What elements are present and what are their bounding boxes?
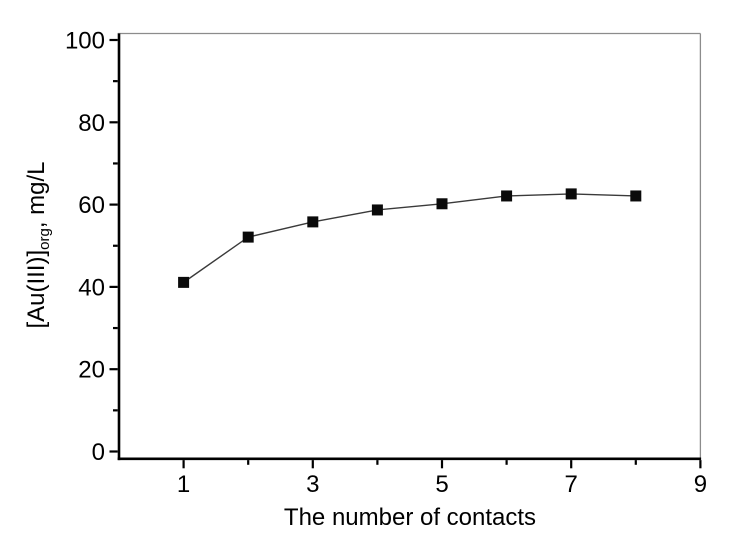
y-tick-label: 40 [78,274,105,301]
data-point-marker [436,198,448,210]
y-tick-label: 20 [78,357,105,384]
x-axis-title: The number of contacts [283,504,537,531]
data-point-marker [307,216,319,228]
data-point-marker [242,231,254,243]
y-tick-label: 0 [92,439,105,466]
y-tick-label: 80 [78,110,105,137]
x-tick-label: 7 [565,471,578,498]
data-point-marker [178,276,190,288]
series-line [183,193,636,283]
y-tick-label: 100 [65,28,105,55]
data-point-marker [565,188,577,200]
y-axis-title-unit: , mg/L [23,161,50,229]
y-axis-title-main: [Au(III)] [23,249,50,329]
data-point-marker [501,190,513,202]
y-axis-title: [Au(III)]org, mg/L [23,161,53,328]
y-axis-title-subscript: org [36,228,53,250]
y-tick-label: 60 [78,192,105,219]
x-tick-label: 9 [694,471,707,498]
x-tick-label: 5 [435,471,448,498]
data-point-marker [630,190,642,202]
x-tick-label: 1 [177,471,190,498]
x-tick-label: 3 [306,471,319,498]
data-point-marker [371,204,383,216]
